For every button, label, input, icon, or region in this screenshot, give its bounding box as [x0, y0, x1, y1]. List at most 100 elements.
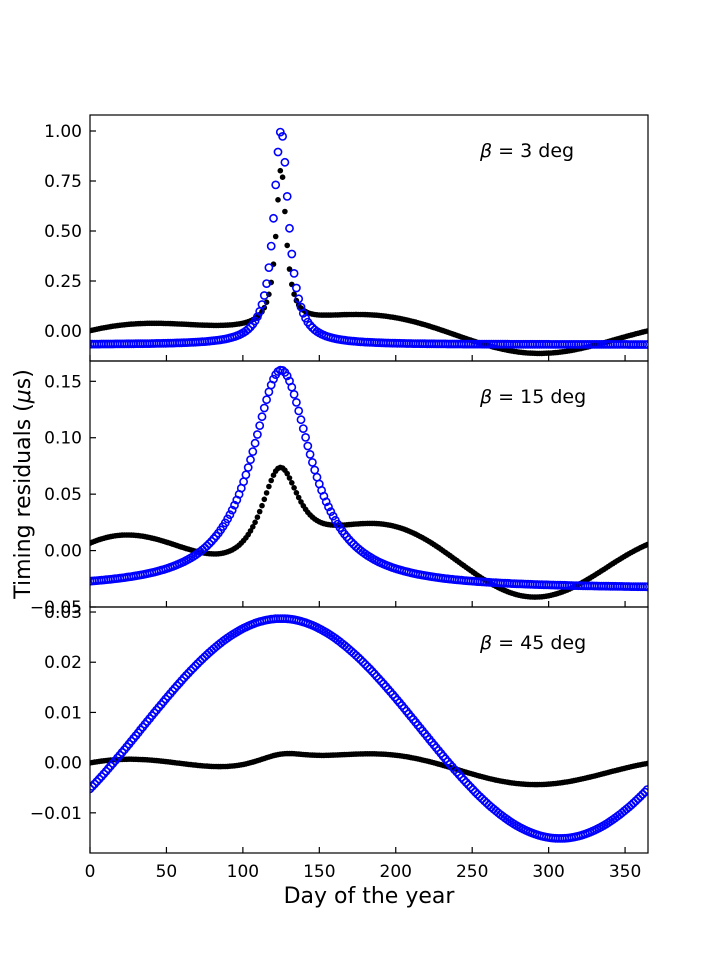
data-point: [285, 223, 294, 233]
data-point: [282, 371, 292, 381]
data-point: [284, 242, 291, 249]
data-point: [459, 775, 469, 785]
data-point: [272, 233, 279, 240]
data-point: [184, 668, 193, 678]
data-point: [255, 421, 265, 430]
x-tick-label: 250: [456, 862, 488, 882]
data-point: [353, 653, 363, 662]
data-point: [298, 308, 308, 318]
data-point: [257, 300, 267, 309]
x-tick-label: 200: [380, 862, 412, 882]
data-point: [275, 127, 285, 137]
data-point: [277, 167, 284, 174]
data-point: [263, 490, 270, 496]
data-point: [275, 197, 281, 203]
data-point: [298, 424, 308, 433]
y-tick-label: −0.01: [30, 804, 82, 824]
data-point: [369, 669, 379, 679]
y-tick-label: 0.02: [44, 653, 82, 673]
data-point: [644, 328, 648, 334]
data-point: [256, 508, 263, 515]
data-point: [94, 774, 104, 784]
data-point: [291, 291, 297, 298]
x-tick-label: 150: [303, 862, 335, 882]
data-point: [259, 403, 269, 413]
panel-3: −0.01 0.00 0.01 0.02 0.03 0 50 100 150 200 250 300 3…: [30, 603, 649, 882]
data-point: [303, 441, 313, 451]
x-tick-label: 100: [227, 862, 259, 882]
data-point: [241, 470, 251, 480]
data-point: [363, 662, 372, 671]
data-point: [642, 582, 648, 592]
data-point: [270, 472, 277, 479]
panel-annotation: β = 45 deg: [479, 632, 586, 654]
data-point: [227, 505, 237, 515]
data-point: [642, 340, 648, 349]
data-point: [287, 249, 297, 259]
data-point: [642, 785, 648, 794]
data-point: [293, 490, 300, 496]
data-point: [186, 666, 196, 675]
data-point: [181, 671, 191, 680]
data-point: [289, 268, 299, 278]
data-point: [286, 475, 293, 481]
data-point: [273, 147, 283, 157]
data-point: [629, 798, 638, 808]
data-point: [271, 180, 281, 190]
y-tick-label: 0.15: [44, 372, 82, 392]
data-point: [259, 502, 265, 509]
data-point: [470, 787, 480, 797]
series-group: [90, 365, 648, 600]
series-group: [90, 614, 648, 843]
data-point: [193, 659, 203, 668]
x-tick-label: 300: [532, 862, 564, 882]
data-point: [356, 655, 365, 665]
data-point: [262, 279, 271, 288]
data-point: [374, 674, 384, 684]
x-tick-label: 50: [156, 862, 178, 882]
data-point: [473, 789, 482, 799]
y-tick-label: 0.00: [44, 754, 82, 774]
x-tick-label: 350: [609, 862, 641, 882]
data-point: [259, 291, 269, 300]
data-point: [225, 510, 235, 520]
data-point: [305, 449, 315, 459]
data-point: [269, 374, 278, 384]
data-point: [289, 389, 299, 399]
x-axis-label: Day of the year: [284, 884, 456, 909]
data-point: [295, 494, 302, 501]
panel-annotation: β = 3 deg: [479, 140, 574, 162]
data-point: [278, 365, 287, 375]
y-tick-label: 0.00: [44, 322, 82, 342]
axes-frame: [89, 606, 649, 854]
data-point: [179, 673, 189, 683]
data-point: [248, 447, 258, 456]
data-point: [324, 502, 333, 512]
data-point: [204, 539, 214, 549]
y-tick-label: 0.01: [44, 703, 82, 723]
data-point: [191, 661, 200, 671]
y-tick-label: 1.00: [44, 122, 82, 142]
y-tick-label: −0.05: [30, 598, 82, 618]
data-point: [291, 283, 301, 293]
data-point: [279, 174, 286, 180]
data-point: [461, 778, 471, 787]
data-point: [195, 656, 205, 666]
data-point: [477, 794, 487, 804]
y-tick-label: 0.50: [44, 222, 82, 242]
data-point: [321, 497, 331, 507]
data-point: [230, 500, 239, 510]
y-tick-label: 0.25: [44, 272, 82, 292]
data-point: [250, 438, 260, 448]
data-point: [254, 514, 261, 520]
data-point: [280, 157, 290, 167]
data-point: [282, 208, 288, 215]
data-point: [636, 792, 645, 801]
data-point: [633, 794, 643, 804]
data-point: [250, 524, 256, 530]
data-point: [344, 535, 354, 544]
series-filled: [90, 750, 648, 788]
data-point: [631, 796, 641, 806]
data-point: [310, 465, 320, 475]
